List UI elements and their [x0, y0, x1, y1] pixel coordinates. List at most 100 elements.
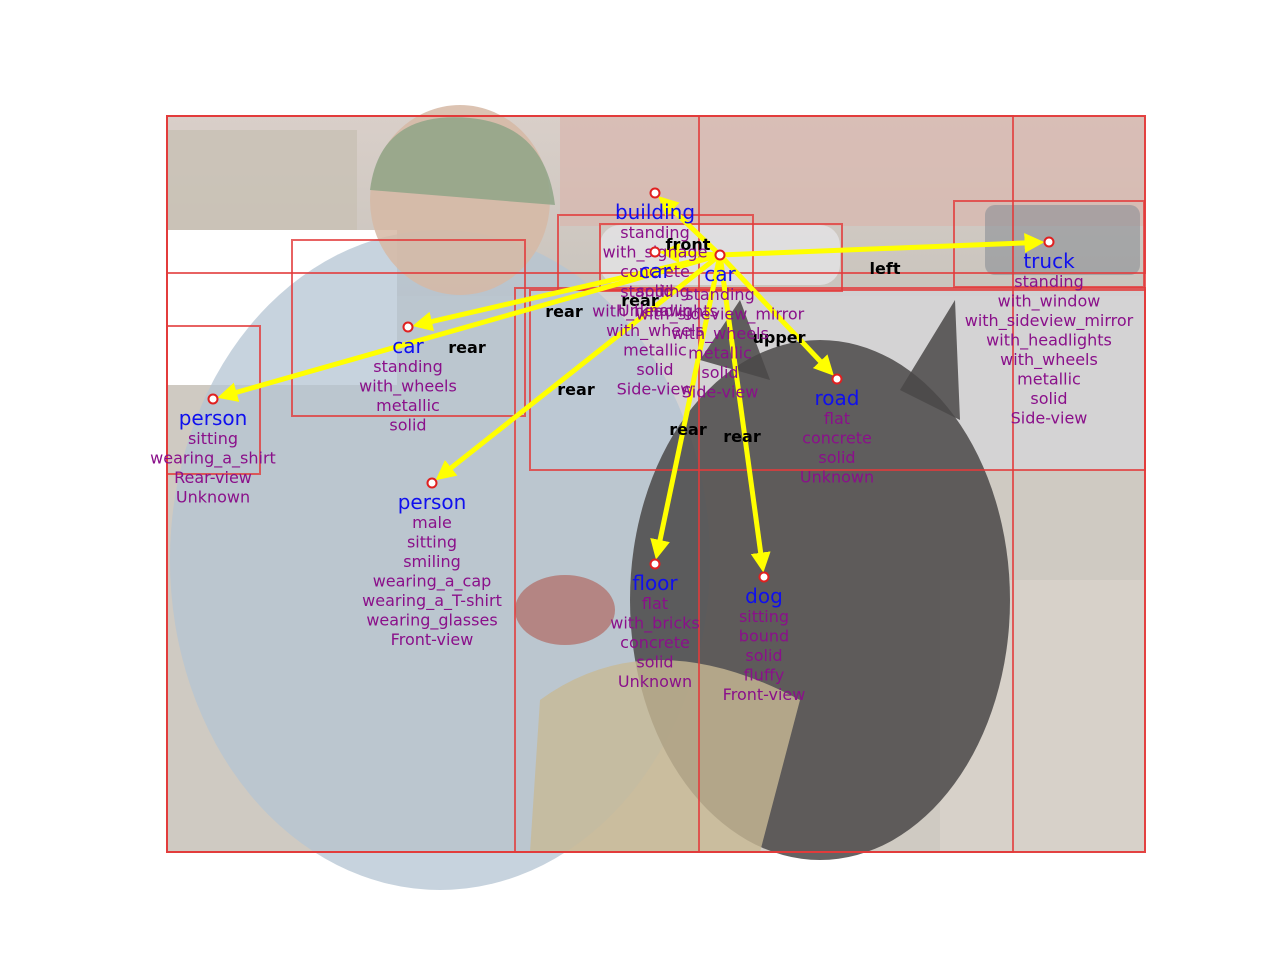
node-name: car	[639, 259, 671, 283]
node-attribute: concrete	[802, 429, 872, 448]
node-attribute: Unknown	[176, 488, 250, 507]
relation-label-left: left	[870, 259, 901, 278]
relation-arrow-car_center-to-truck	[719, 232, 1045, 258]
node-attribute: with_wheels	[359, 377, 457, 397]
relation-arrows	[217, 196, 1045, 573]
relation-label-rear: rear	[448, 338, 486, 357]
node-attribute: solid	[1030, 389, 1067, 408]
relation-arrow-car_center-to-car_back	[659, 243, 721, 264]
bbox-car-left	[291, 239, 526, 417]
node-attribute: Front-view	[723, 685, 806, 704]
relation-arrow-car_center-to-person_main	[435, 253, 722, 481]
node-person_main: personmalesittingsmilingwearing_a_capwea…	[362, 477, 502, 649]
node-car_back: carstandingwith_headlightswith_wheelsmet…	[592, 246, 718, 399]
node-attribute: solid	[636, 653, 673, 672]
node-attribute: standing	[685, 285, 754, 304]
node-attribute: standing	[620, 223, 689, 242]
relation-label-front: front	[666, 235, 711, 254]
relation-arrow-car_center-to-building	[658, 196, 722, 257]
relation-label-upper: upper	[752, 328, 805, 347]
node-attribute: bound	[739, 627, 789, 646]
node-attribute: standing	[1014, 272, 1083, 291]
node-attribute: Front-view	[391, 630, 474, 649]
node-name: truck	[1023, 249, 1075, 273]
node-marker	[831, 373, 843, 385]
node-attribute: concrete	[620, 633, 690, 652]
node-attribute: solid	[701, 363, 738, 382]
node-attribute: wearing_a_T-shirt	[362, 591, 502, 611]
relation-label-rear: rear	[723, 427, 761, 446]
node-attribute: solid	[636, 282, 673, 301]
node-name: building	[615, 200, 695, 224]
node-attribute: sitting	[188, 429, 238, 448]
object-nodes: buildingstandingwith_signageconcretesoli…	[150, 187, 1134, 704]
relation-arrow-car_center-to-dog	[717, 254, 771, 573]
relation-label-rear: rear	[669, 420, 707, 439]
node-marker	[402, 321, 414, 333]
node-attribute: sitting	[407, 533, 457, 552]
node-marker	[426, 477, 438, 489]
node-attribute: solid	[818, 448, 855, 467]
node-attribute: metallic	[688, 344, 752, 363]
bbox-dog	[166, 115, 1014, 853]
relation-labels: front left rear rear upper rear rear rear rear	[448, 235, 901, 446]
node-attribute: with_wheels	[606, 321, 704, 341]
node-attribute: standing	[620, 282, 689, 301]
node-name: floor	[632, 571, 678, 595]
node-attribute: standing	[373, 357, 442, 376]
node-attribute: with_sideview_mirror	[965, 311, 1134, 331]
node-name: person	[179, 406, 248, 430]
node-truck: truckstandingwith_windowwith_sideview_mi…	[965, 236, 1134, 428]
node-attribute: fluffy	[744, 666, 785, 685]
node-attribute: Unknown	[618, 301, 692, 320]
node-attribute: with_window	[998, 292, 1101, 312]
relation-label-rear: rear	[557, 380, 595, 399]
node-marker	[649, 558, 661, 570]
node-marker	[649, 187, 661, 199]
node-attribute: with_bricks	[610, 614, 700, 634]
node-attribute: solid	[745, 646, 782, 665]
node-name: car	[392, 334, 424, 358]
relation-label-rear: rear	[545, 302, 583, 321]
node-name: car	[704, 262, 736, 286]
node-person_left: personsittingwearing_a_shirtRear-viewUnk…	[150, 393, 276, 507]
node-attribute: Unknown	[618, 672, 692, 691]
relation-label-rear: rear	[621, 291, 659, 310]
node-marker	[758, 571, 770, 583]
node-attribute: metallic	[376, 396, 440, 415]
relation-arrow-car_center-to-person_left	[217, 252, 721, 402]
node-attribute: sitting	[739, 607, 789, 626]
node-attribute: wearing_a_shirt	[150, 449, 276, 469]
node-attribute: Side-view	[682, 383, 759, 402]
node-attribute: Side-view	[617, 380, 694, 399]
node-name: dog	[745, 584, 783, 608]
node-attribute: wearing_glasses	[366, 611, 497, 631]
relation-arrow-car_center-to-floor	[650, 254, 723, 560]
node-marker	[207, 393, 219, 405]
node-attribute: with_wheels	[1000, 350, 1098, 370]
node-attribute: metallic	[1017, 370, 1081, 389]
node-attribute: Side-view	[1011, 409, 1088, 428]
node-attribute: flat	[642, 594, 668, 613]
node-marker	[649, 246, 661, 258]
node-attribute: metallic	[623, 341, 687, 360]
relation-arrow-car_center-to-road	[718, 253, 834, 376]
node-attribute: with_sideview_mirror	[636, 305, 805, 325]
node-car_center: carstandingwith_sideview_mirrorwith_whee…	[636, 249, 805, 402]
bounding-boxes	[166, 115, 1146, 853]
node-attribute: flat	[824, 409, 850, 428]
node-marker	[1043, 236, 1055, 248]
node-attribute: solid	[636, 360, 673, 379]
node-attribute: Rear-view	[174, 468, 252, 487]
node-name: person	[398, 490, 467, 514]
node-attribute: concrete	[620, 262, 690, 281]
node-attribute: solid	[389, 416, 426, 435]
node-attribute: male	[412, 513, 452, 532]
node-marker	[714, 249, 726, 261]
node-attribute: with_headlights	[986, 331, 1112, 351]
